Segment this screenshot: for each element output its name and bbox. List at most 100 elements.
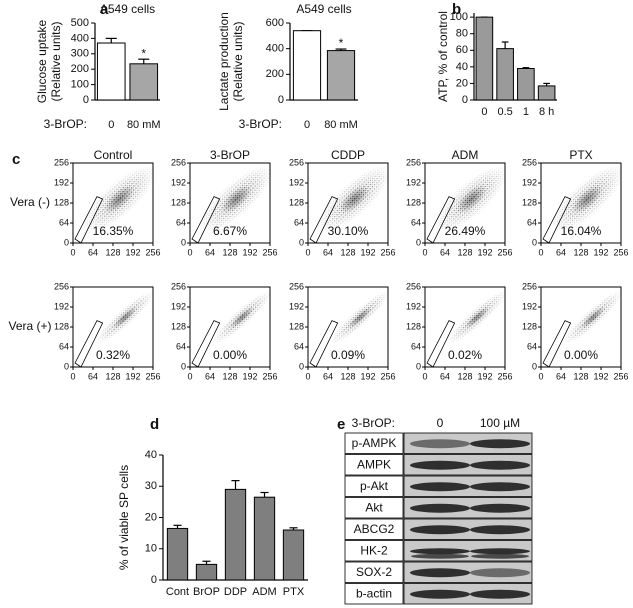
y-tick-label: 64: [59, 217, 69, 227]
event-core: [339, 185, 370, 213]
y-tick-label: 256: [522, 281, 537, 291]
x-tick-label: 128: [222, 371, 237, 381]
x-tick-label: 256: [497, 247, 512, 257]
sp-percentage: 0.00%: [213, 348, 247, 362]
y-tick-label: 192: [54, 301, 69, 311]
y-tick-label: 0: [532, 361, 537, 371]
y-tick-label: 64: [411, 341, 421, 351]
row-label: Vera (+): [8, 319, 51, 333]
y-tick-label: 192: [522, 301, 537, 311]
blot-band: [410, 439, 470, 449]
y-axis-title: % of viable SP cells: [117, 465, 131, 570]
x-tick-label: 256: [262, 247, 277, 257]
sp-percentage: 0.00%: [564, 348, 598, 362]
column-title: CDDP: [331, 148, 365, 162]
y-tick-label: 128: [522, 321, 537, 331]
x-tick-label: 128: [105, 371, 120, 381]
treatment-label: 3-BrOP:: [352, 416, 395, 430]
sp-percentage: 0.09%: [331, 348, 365, 362]
x-tick-label: 0: [538, 371, 543, 381]
y-tick-label: 40: [456, 61, 468, 73]
x-tick-label: 256: [262, 371, 277, 381]
row-label: Vera (-): [10, 195, 50, 209]
y-axis-title: (Relative units): [49, 21, 63, 101]
significance-label: *: [339, 36, 344, 50]
sp-gate: [309, 320, 339, 368]
x-tick-label: 0: [187, 371, 192, 381]
x-tick-label: 64: [323, 247, 333, 257]
x-tick-label: 64: [205, 371, 215, 381]
blot-band: [470, 548, 530, 555]
x-tick-label: 0: [538, 247, 543, 257]
x-tick-label: 192: [360, 247, 375, 257]
y-tick-label: 64: [294, 341, 304, 351]
y-tick-label: 128: [171, 321, 186, 331]
sp-percentage: 26.49%: [445, 224, 486, 238]
y-tick-label: 0: [278, 94, 284, 106]
y-tick-label: 10: [145, 543, 157, 555]
chart-title: A549 cells: [296, 2, 351, 16]
y-tick-label: 192: [406, 301, 421, 311]
blot-band: [470, 482, 530, 492]
panel-label: a: [100, 1, 109, 18]
lane-label: 0: [437, 416, 444, 430]
x-tick-label: 192: [125, 371, 140, 381]
y-tick-label: 0: [64, 237, 69, 247]
sp-percentage: 6.67%: [213, 224, 247, 238]
x-tick-label: ADM: [252, 586, 276, 598]
y-tick-label: 64: [411, 217, 421, 227]
y-tick-label: 64: [176, 217, 186, 227]
y-tick-label: 192: [406, 177, 421, 187]
y-tick-label: 256: [54, 281, 69, 291]
event-core: [113, 306, 137, 329]
y-tick-label: 0: [299, 237, 304, 247]
blot-band: [410, 482, 470, 492]
x-tick-label: Cont: [166, 586, 189, 598]
row-label-box: [344, 454, 404, 476]
panel-label: d: [150, 416, 159, 433]
x-tick-label: 128: [340, 247, 355, 257]
bar: [292, 30, 322, 101]
x-tick-label: 128: [573, 247, 588, 257]
y-tick-label: 256: [171, 157, 186, 167]
sp-gate: [426, 196, 456, 244]
bar: [537, 85, 556, 101]
blot-band: [470, 525, 530, 535]
y-tick-label: 400: [266, 43, 284, 55]
blot-row-label: HK-2: [360, 543, 388, 557]
blot-band: [470, 460, 530, 470]
event-core: [221, 185, 252, 213]
y-tick-label: 256: [171, 281, 186, 291]
sp-gate: [191, 320, 221, 368]
row-label-box: [344, 518, 404, 540]
bar: [475, 16, 494, 101]
blot-band: [470, 568, 530, 578]
x-tick-label: 1: [523, 106, 529, 118]
x-tick-label: 0: [422, 247, 427, 257]
x-axis-title: 3-BrOP:: [44, 117, 87, 131]
chart-title: A549 cells: [100, 2, 155, 16]
x-tick-label: 192: [242, 371, 257, 381]
x-tick-label: 192: [593, 247, 608, 257]
y-tick-label: 128: [289, 197, 304, 207]
row-label-box: [344, 475, 404, 497]
blot-row-label: b-actin: [356, 586, 392, 600]
y-tick-label: 100: [71, 79, 89, 91]
blot-band: [410, 525, 470, 535]
y-tick-label: 20: [145, 511, 157, 523]
x-tick-label: 64: [556, 247, 566, 257]
y-tick-label: 192: [171, 177, 186, 187]
x-tick-label: 192: [593, 371, 608, 381]
column-title: ADM: [452, 148, 479, 162]
row-label-box: [344, 540, 404, 562]
y-tick-label: 128: [522, 197, 537, 207]
y-tick-label: 256: [522, 157, 537, 167]
sp-gate: [426, 320, 456, 368]
blot-band: [470, 439, 530, 449]
sp-gate: [542, 196, 572, 244]
y-tick-label: 192: [171, 301, 186, 311]
y-axis-title: Glucose uptake: [35, 19, 49, 103]
sp-percentage: 16.04%: [561, 224, 602, 238]
x-tick-label: 64: [88, 247, 98, 257]
y-tick-label: 128: [406, 197, 421, 207]
